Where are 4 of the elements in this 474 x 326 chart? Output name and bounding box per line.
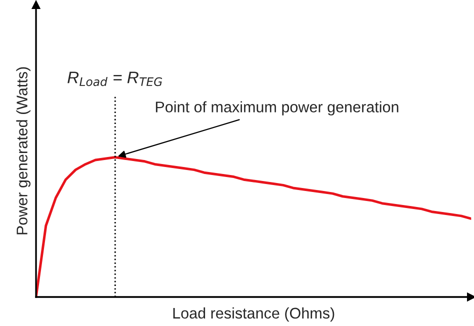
x-axis-title: Load resistance (Ohms): [173, 307, 334, 322]
y-axis-title: Power generated (Watts): [16, 67, 30, 234]
text: Point of maximum power generation: [156, 101, 398, 116]
text: R$_{Load}$ = R$_{TEG}$: [68, 72, 162, 86]
